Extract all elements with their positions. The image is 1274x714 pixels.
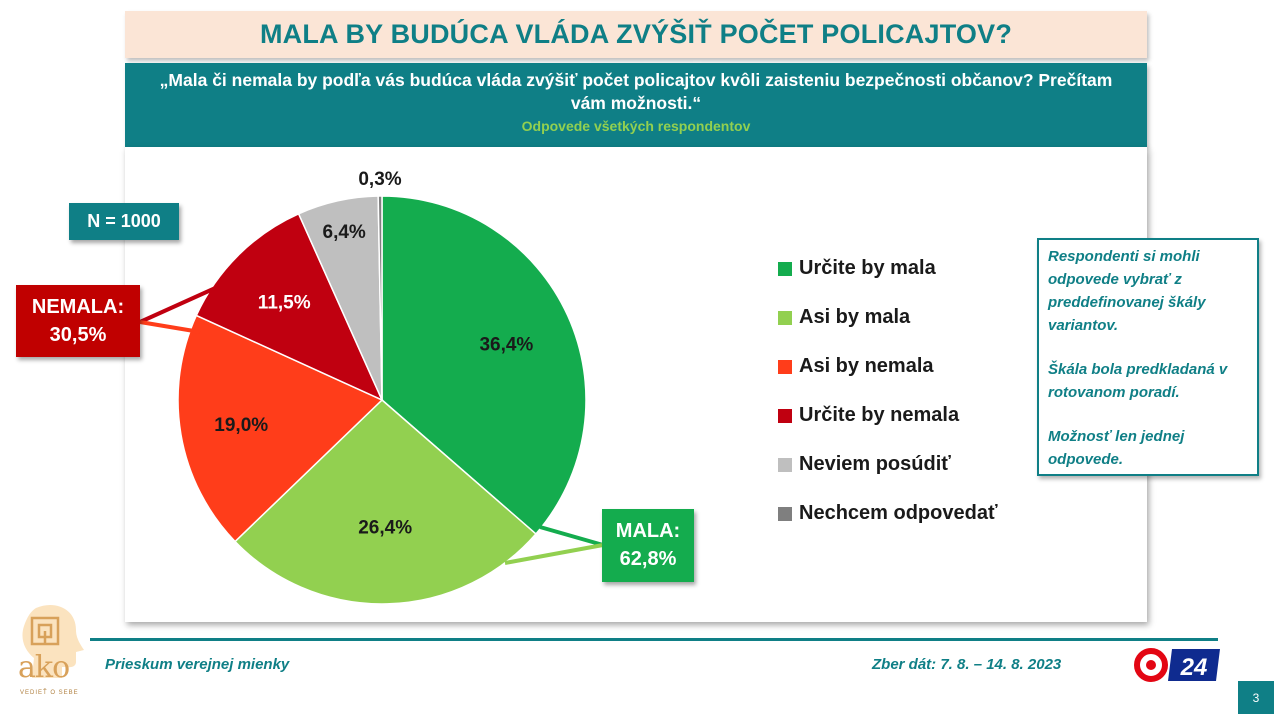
note-paragraph-2: Škála bola predkladaná v rotovanom porad… [1048, 361, 1228, 401]
pie-slice [377, 195, 383, 401]
legend-label: Určite by nemala [799, 404, 960, 426]
legend-label: Asi by mala [799, 306, 911, 328]
ako-logo-tagline: VEDIEŤ O SEBE [20, 690, 79, 696]
methodology-note: Respondenti si mohli odpovede vybrať z p… [1037, 238, 1259, 476]
page-number: 3 [1238, 681, 1274, 714]
mala-value: 62,8% [619, 548, 677, 570]
tv-logo-text: 24 [1180, 654, 1208, 681]
legend-item: Neviem posúdiť [778, 440, 998, 489]
legend-swatch [778, 359, 792, 374]
pie-slice-value-label: 6,4% [323, 222, 366, 243]
ako-logo-text: ako [18, 650, 70, 685]
pie-slice-value-label: 19,0% [214, 415, 268, 436]
nemala-total-box: NEMALA: 30,5% [16, 285, 140, 357]
mala-connector-dark [539, 525, 604, 547]
chart-legend: Určite by mala Asi by mala Asi by nemala Ur… [778, 244, 998, 538]
footer-divider [90, 638, 1218, 641]
legend-item: Určite by nemala [778, 391, 998, 440]
pie-slice [195, 212, 384, 402]
legend-swatch [778, 457, 792, 472]
mala-label: MALA: [615, 520, 681, 542]
pie-slice [177, 314, 384, 543]
nemala-label: NEMALA: [31, 296, 125, 318]
question-subtitle: Odpovede všetkých respondentov [521, 118, 751, 134]
legend-label: Určite by mala [799, 257, 936, 279]
note-paragraph-3: Možnosť len jednej odpovede. [1048, 428, 1185, 468]
sample-size-badge: N = 1000 [69, 203, 179, 240]
question-banner: „Mala či nemala by podľa vás budúca vlád… [125, 63, 1147, 147]
legend-swatch [778, 310, 792, 325]
legend-item: Nechcem odpovedať [778, 489, 998, 538]
legend-item: Asi by nemala [778, 342, 998, 391]
nemala-connector-dark [139, 283, 223, 324]
pie-slice [381, 195, 587, 536]
ako-logo-icon [22, 604, 84, 678]
nemala-connector-light [139, 320, 201, 334]
legend-label: Neviem posúdiť [799, 453, 951, 475]
mala-connector-light [504, 543, 604, 565]
nemala-value: 30,5% [49, 324, 107, 346]
legend-swatch [778, 506, 792, 521]
pie-slice-value-label: 26,4% [358, 517, 412, 538]
footer-date-range: Zber dát: 7. 8. – 14. 8. 2023 [872, 656, 1062, 673]
mala-total-box: MALA: 62,8% [602, 509, 694, 582]
pie-slice-value-label: 11,5% [258, 293, 311, 314]
footer-survey-label: Prieskum verejnej mienky [105, 656, 290, 673]
legend-label: Nechcem odpovedať [799, 502, 998, 524]
legend-item: Asi by mala [778, 293, 998, 342]
legend-item: Určite by mala [778, 244, 998, 293]
note-paragraph-1: Respondenti si mohli odpovede vybrať z p… [1048, 248, 1206, 334]
page-title: MALA BY BUDÚCA VLÁDA ZVÝŠIŤ POČET POLICA… [259, 19, 1013, 49]
question-text: „Mala či nemala by podľa vás budúca vlád… [159, 70, 1113, 113]
legend-swatch [778, 261, 792, 276]
pie-slice-value-label: 36,4% [479, 334, 533, 355]
pie-slice-value-label: 0,3% [358, 169, 401, 190]
legend-swatch [778, 408, 792, 423]
title-bar: MALA BY BUDÚCA VLÁDA ZVÝŠIŤ POČET POLICA… [125, 11, 1147, 58]
legend-label: Asi by nemala [799, 355, 934, 377]
tv-channel-logo-icon: 24 [1134, 648, 1220, 682]
